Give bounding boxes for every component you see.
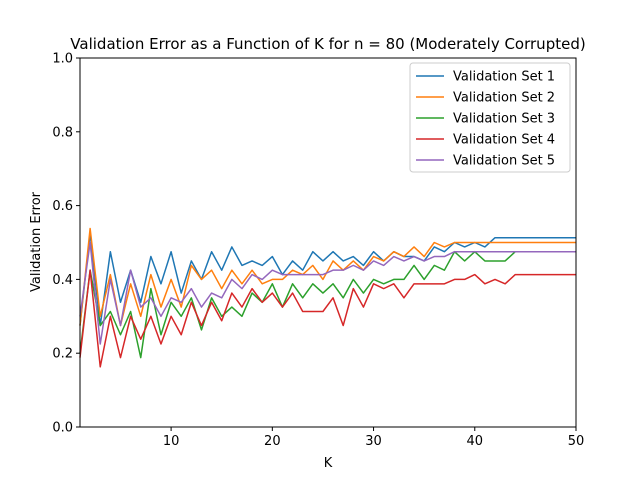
- series-line-3: [79, 250, 576, 359]
- legend-frame: [409, 62, 571, 173]
- x-tick-label: 40: [467, 434, 484, 449]
- x-axis-ticks: 10 20 30 40 50: [163, 427, 584, 449]
- y-axis-ticks: 0.0 0.2 0.4 0.6 0.8 1.0: [52, 52, 80, 436]
- x-axis-title: K: [324, 456, 333, 471]
- legend-label-1: Validation Set 1: [453, 70, 555, 85]
- y-tick-label: 0.8: [52, 125, 73, 140]
- x-tick-label: 50: [568, 434, 585, 449]
- y-tick-label: 0.4: [52, 273, 73, 288]
- y-tick-label: 1.0: [52, 52, 73, 67]
- series-line-2: [79, 227, 576, 327]
- series-line-4: [79, 269, 576, 368]
- legend-label-5: Validation Set 5: [453, 154, 555, 169]
- series-line-1: [79, 232, 576, 327]
- chart-title: Validation Error as a Function of K for …: [70, 35, 585, 53]
- legend-items: Validation Set 1 Validation Set 2 Validati…: [416, 70, 555, 169]
- legend-label-2: Validation Set 2: [453, 91, 555, 106]
- x-tick-label: 10: [163, 434, 180, 449]
- x-tick-label: 30: [365, 434, 382, 449]
- legend: Validation Set 1 Validation Set 2 Validati…: [409, 62, 571, 173]
- y-tick-label: 0.0: [52, 421, 73, 436]
- plot-area-frame: [79, 57, 577, 428]
- series-layer: [79, 227, 576, 368]
- x-tick-label: 20: [264, 434, 281, 449]
- legend-label-4: Validation Set 4: [453, 133, 555, 148]
- y-tick-label: 0.2: [52, 347, 73, 362]
- y-tick-label: 0.6: [52, 199, 73, 214]
- series-line-5: [79, 241, 576, 345]
- legend-label-3: Validation Set 3: [453, 112, 555, 127]
- y-axis-title: Validation Error: [29, 191, 44, 292]
